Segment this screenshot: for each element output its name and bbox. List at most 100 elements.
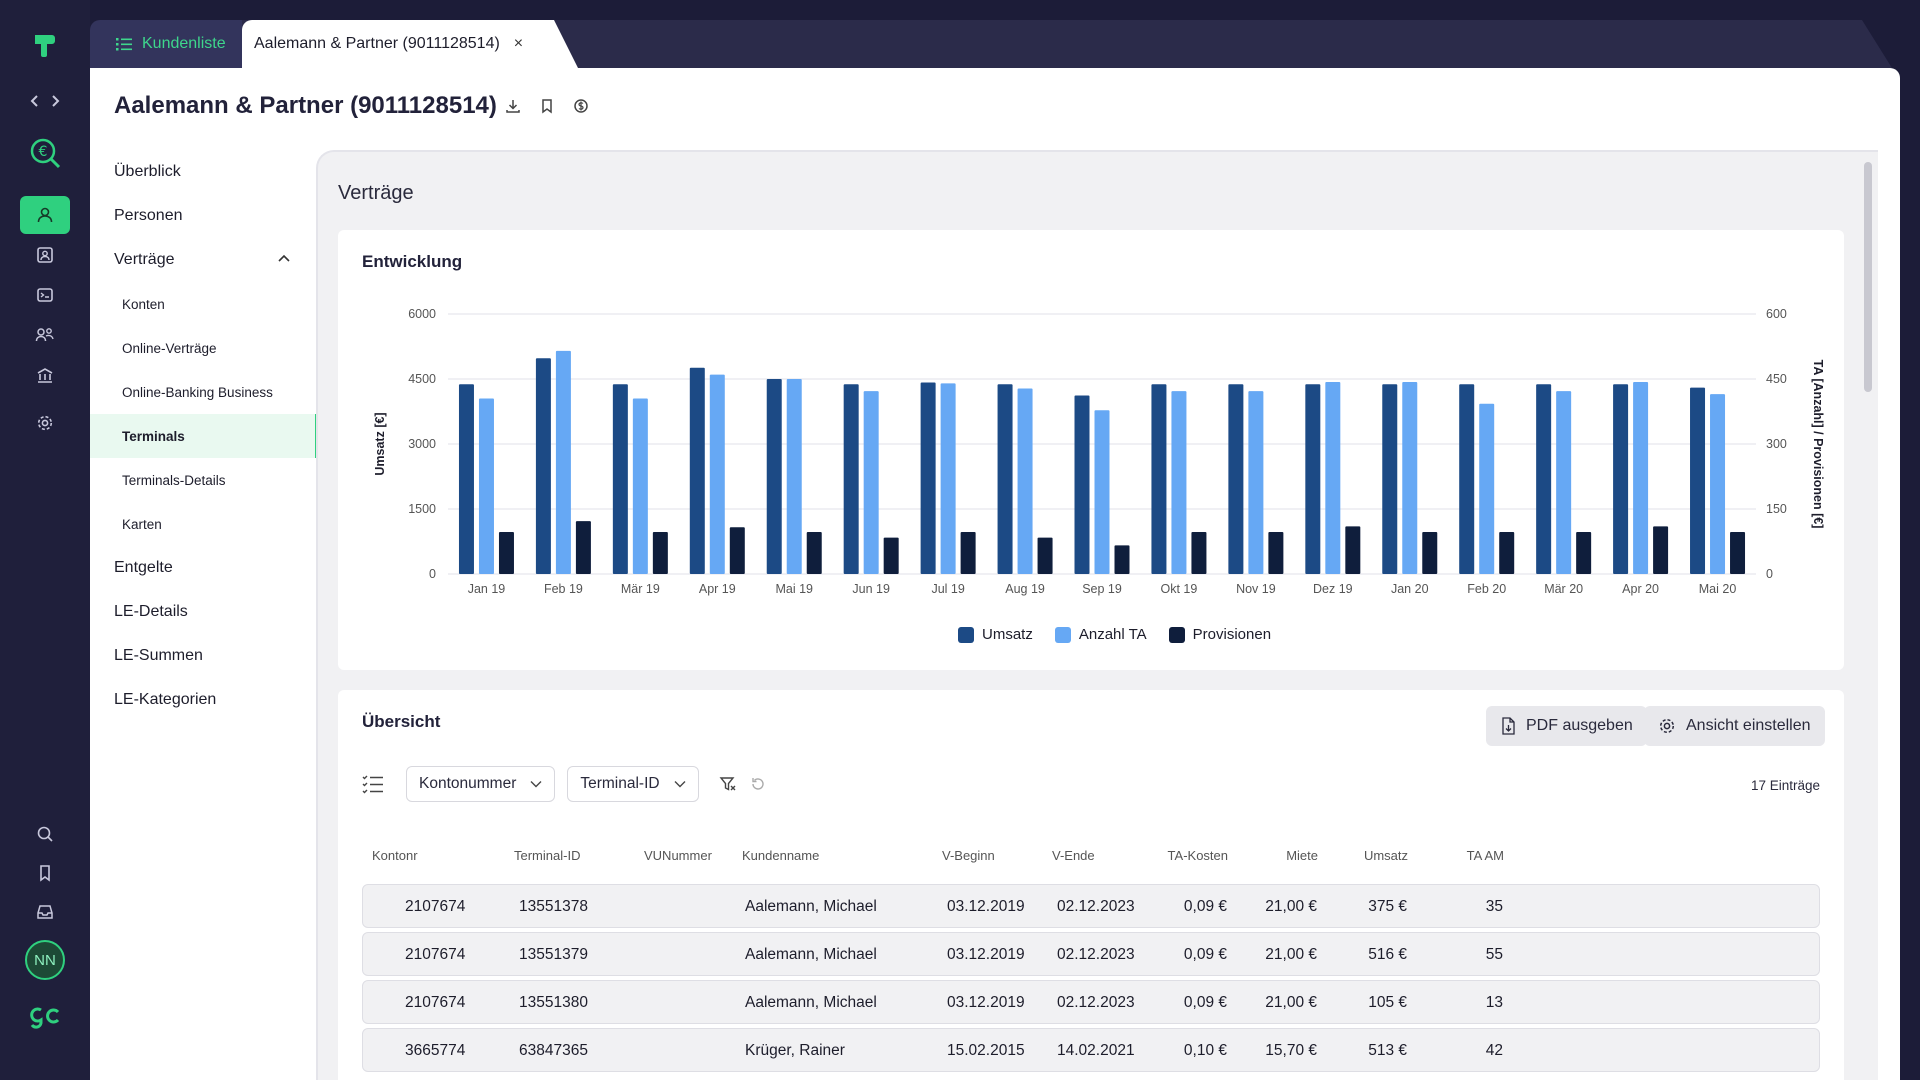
content-scrollbar[interactable] bbox=[1864, 162, 1872, 1080]
legend-item-umsatz[interactable]: Umsatz bbox=[958, 626, 1033, 643]
bar-umsatz[interactable] bbox=[1074, 395, 1090, 574]
bar-umsatz[interactable] bbox=[1690, 387, 1706, 574]
app-logo-icon[interactable] bbox=[20, 26, 70, 64]
euro-search-icon[interactable]: € bbox=[20, 134, 70, 172]
bar-provisionen[interactable] bbox=[1499, 531, 1515, 574]
bar-anzahl-ta[interactable] bbox=[478, 398, 494, 575]
nav-entgelte[interactable]: Entgelte bbox=[90, 546, 316, 590]
bar-anzahl-ta[interactable] bbox=[632, 398, 648, 575]
tab-close-icon[interactable]: × bbox=[513, 35, 524, 52]
terminal-id-filter-select[interactable]: Terminal-ID bbox=[567, 766, 699, 802]
bank-icon[interactable] bbox=[20, 356, 70, 394]
col-kundenname[interactable]: Kundenname bbox=[742, 848, 820, 863]
bar-umsatz[interactable] bbox=[612, 384, 628, 574]
nav-terminals[interactable]: Terminals bbox=[90, 414, 318, 458]
reset-icon[interactable] bbox=[749, 775, 767, 793]
nav-le-kategorien[interactable]: LE-Kategorien bbox=[90, 678, 316, 722]
inbox-icon[interactable] bbox=[20, 893, 70, 931]
bar-anzahl-ta[interactable] bbox=[940, 383, 956, 574]
nav-personen[interactable]: Personen bbox=[90, 194, 316, 238]
col-ta-am[interactable]: TA AM bbox=[1466, 848, 1504, 863]
nav-online-vertraege[interactable]: Online-Verträge bbox=[90, 326, 316, 370]
col-umsatz[interactable]: Umsatz bbox=[1363, 848, 1408, 863]
chevron-up-icon[interactable] bbox=[278, 254, 290, 262]
nav-le-summen[interactable]: LE-Summen bbox=[90, 634, 316, 678]
contact-card-icon[interactable] bbox=[20, 236, 70, 274]
bar-provisionen[interactable] bbox=[960, 531, 976, 574]
bar-provisionen[interactable] bbox=[729, 527, 745, 574]
bar-anzahl-ta[interactable] bbox=[1556, 391, 1572, 574]
bar-provisionen[interactable] bbox=[1422, 531, 1438, 574]
nav-vertraege[interactable]: Verträge bbox=[90, 238, 316, 282]
customer-icon[interactable] bbox=[20, 196, 70, 234]
col-ta-kosten[interactable]: TA-Kosten bbox=[1167, 848, 1228, 863]
bar-umsatz[interactable] bbox=[920, 382, 936, 574]
bar-umsatz[interactable] bbox=[997, 384, 1013, 574]
legend-item-provisionen[interactable]: Provisionen bbox=[1168, 626, 1271, 643]
bar-provisionen[interactable] bbox=[1037, 537, 1053, 574]
checklist-icon[interactable] bbox=[362, 774, 384, 794]
nav-konten[interactable]: Konten bbox=[90, 282, 316, 326]
bar-anzahl-ta[interactable] bbox=[1171, 391, 1187, 574]
table-row[interactable]: 2107674 13551380 Aalemann, Michael 03.12.20… bbox=[362, 980, 1820, 1024]
bar-umsatz[interactable] bbox=[1305, 384, 1321, 574]
bar-anzahl-ta[interactable] bbox=[555, 350, 571, 574]
bar-provisionen[interactable] bbox=[1730, 531, 1746, 574]
bar-provisionen[interactable] bbox=[1191, 531, 1207, 574]
bar-provisionen[interactable] bbox=[883, 537, 899, 574]
history-nav-icon[interactable] bbox=[20, 82, 70, 120]
bookmark-page-icon[interactable] bbox=[539, 98, 555, 114]
col-terminal-id[interactable]: Terminal-ID bbox=[514, 848, 581, 863]
bar-provisionen[interactable] bbox=[575, 521, 591, 574]
bar-umsatz[interactable] bbox=[1382, 384, 1398, 574]
bar-anzahl-ta[interactable] bbox=[1248, 391, 1264, 574]
bar-umsatz[interactable] bbox=[843, 384, 859, 574]
tab-customer-detail[interactable]: Aalemann & Partner (9011128514) × bbox=[242, 20, 552, 68]
settings-gear-icon[interactable] bbox=[20, 404, 70, 442]
table-row[interactable]: 3665774 63847365 Krüger, Rainer 15.02.2015 1… bbox=[362, 1028, 1820, 1072]
col-v-ende[interactable]: V-Ende bbox=[1052, 848, 1095, 863]
bar-anzahl-ta[interactable] bbox=[1402, 382, 1418, 574]
bar-anzahl-ta[interactable] bbox=[1633, 382, 1649, 574]
nav-le-details[interactable]: LE-Details bbox=[90, 590, 316, 634]
bar-provisionen[interactable] bbox=[1268, 531, 1284, 574]
nav-terminals-details[interactable]: Terminals-Details bbox=[90, 458, 316, 502]
bar-provisionen[interactable] bbox=[498, 531, 514, 574]
bar-anzahl-ta[interactable] bbox=[709, 374, 725, 574]
bar-anzahl-ta[interactable] bbox=[863, 391, 879, 574]
bar-anzahl-ta[interactable] bbox=[1017, 388, 1033, 574]
bar-anzahl-ta[interactable] bbox=[786, 379, 802, 574]
search-icon[interactable] bbox=[20, 815, 70, 853]
bar-anzahl-ta[interactable] bbox=[1479, 403, 1495, 574]
bar-umsatz[interactable] bbox=[535, 358, 551, 574]
table-row[interactable]: 2107674 13551378 Aalemann, Michael 03.12.20… bbox=[362, 884, 1820, 928]
bar-umsatz[interactable] bbox=[458, 384, 474, 574]
view-settings-button[interactable]: Ansicht einstellen bbox=[1644, 706, 1825, 746]
user-avatar[interactable]: NN bbox=[25, 940, 65, 980]
currency-icon[interactable] bbox=[573, 98, 589, 114]
bar-umsatz[interactable] bbox=[1228, 384, 1244, 574]
kontonummer-filter-select[interactable]: Kontonummer bbox=[406, 766, 556, 802]
pdf-export-button[interactable]: PDF ausgeben bbox=[1486, 706, 1647, 746]
bar-provisionen[interactable] bbox=[1345, 526, 1361, 574]
bar-umsatz[interactable] bbox=[1536, 384, 1552, 574]
nav-karten[interactable]: Karten bbox=[90, 502, 316, 546]
filter-clear-icon[interactable] bbox=[719, 775, 737, 793]
bar-anzahl-ta[interactable] bbox=[1094, 410, 1110, 574]
bar-anzahl-ta[interactable] bbox=[1710, 394, 1726, 574]
nav-online-banking-business[interactable]: Online-Banking Business bbox=[90, 370, 316, 414]
bar-anzahl-ta[interactable] bbox=[1325, 382, 1341, 574]
bar-umsatz[interactable] bbox=[1459, 384, 1475, 574]
bar-provisionen[interactable] bbox=[1576, 531, 1592, 574]
tab-kundenliste[interactable]: Kundenliste bbox=[90, 20, 242, 68]
terminal-icon[interactable] bbox=[20, 276, 70, 314]
bar-umsatz[interactable] bbox=[1613, 384, 1629, 574]
nav-ueberblick[interactable]: Überblick bbox=[90, 150, 316, 194]
bar-provisionen[interactable] bbox=[652, 531, 668, 574]
col-miete[interactable]: Miete bbox=[1286, 848, 1318, 863]
legend-item-anzahl-ta[interactable]: Anzahl TA bbox=[1054, 626, 1147, 643]
bar-provisionen[interactable] bbox=[1114, 545, 1130, 574]
bar-umsatz[interactable] bbox=[766, 379, 782, 574]
bar-umsatz[interactable] bbox=[689, 367, 705, 574]
col-vunummer[interactable]: VUNummer bbox=[644, 848, 712, 863]
